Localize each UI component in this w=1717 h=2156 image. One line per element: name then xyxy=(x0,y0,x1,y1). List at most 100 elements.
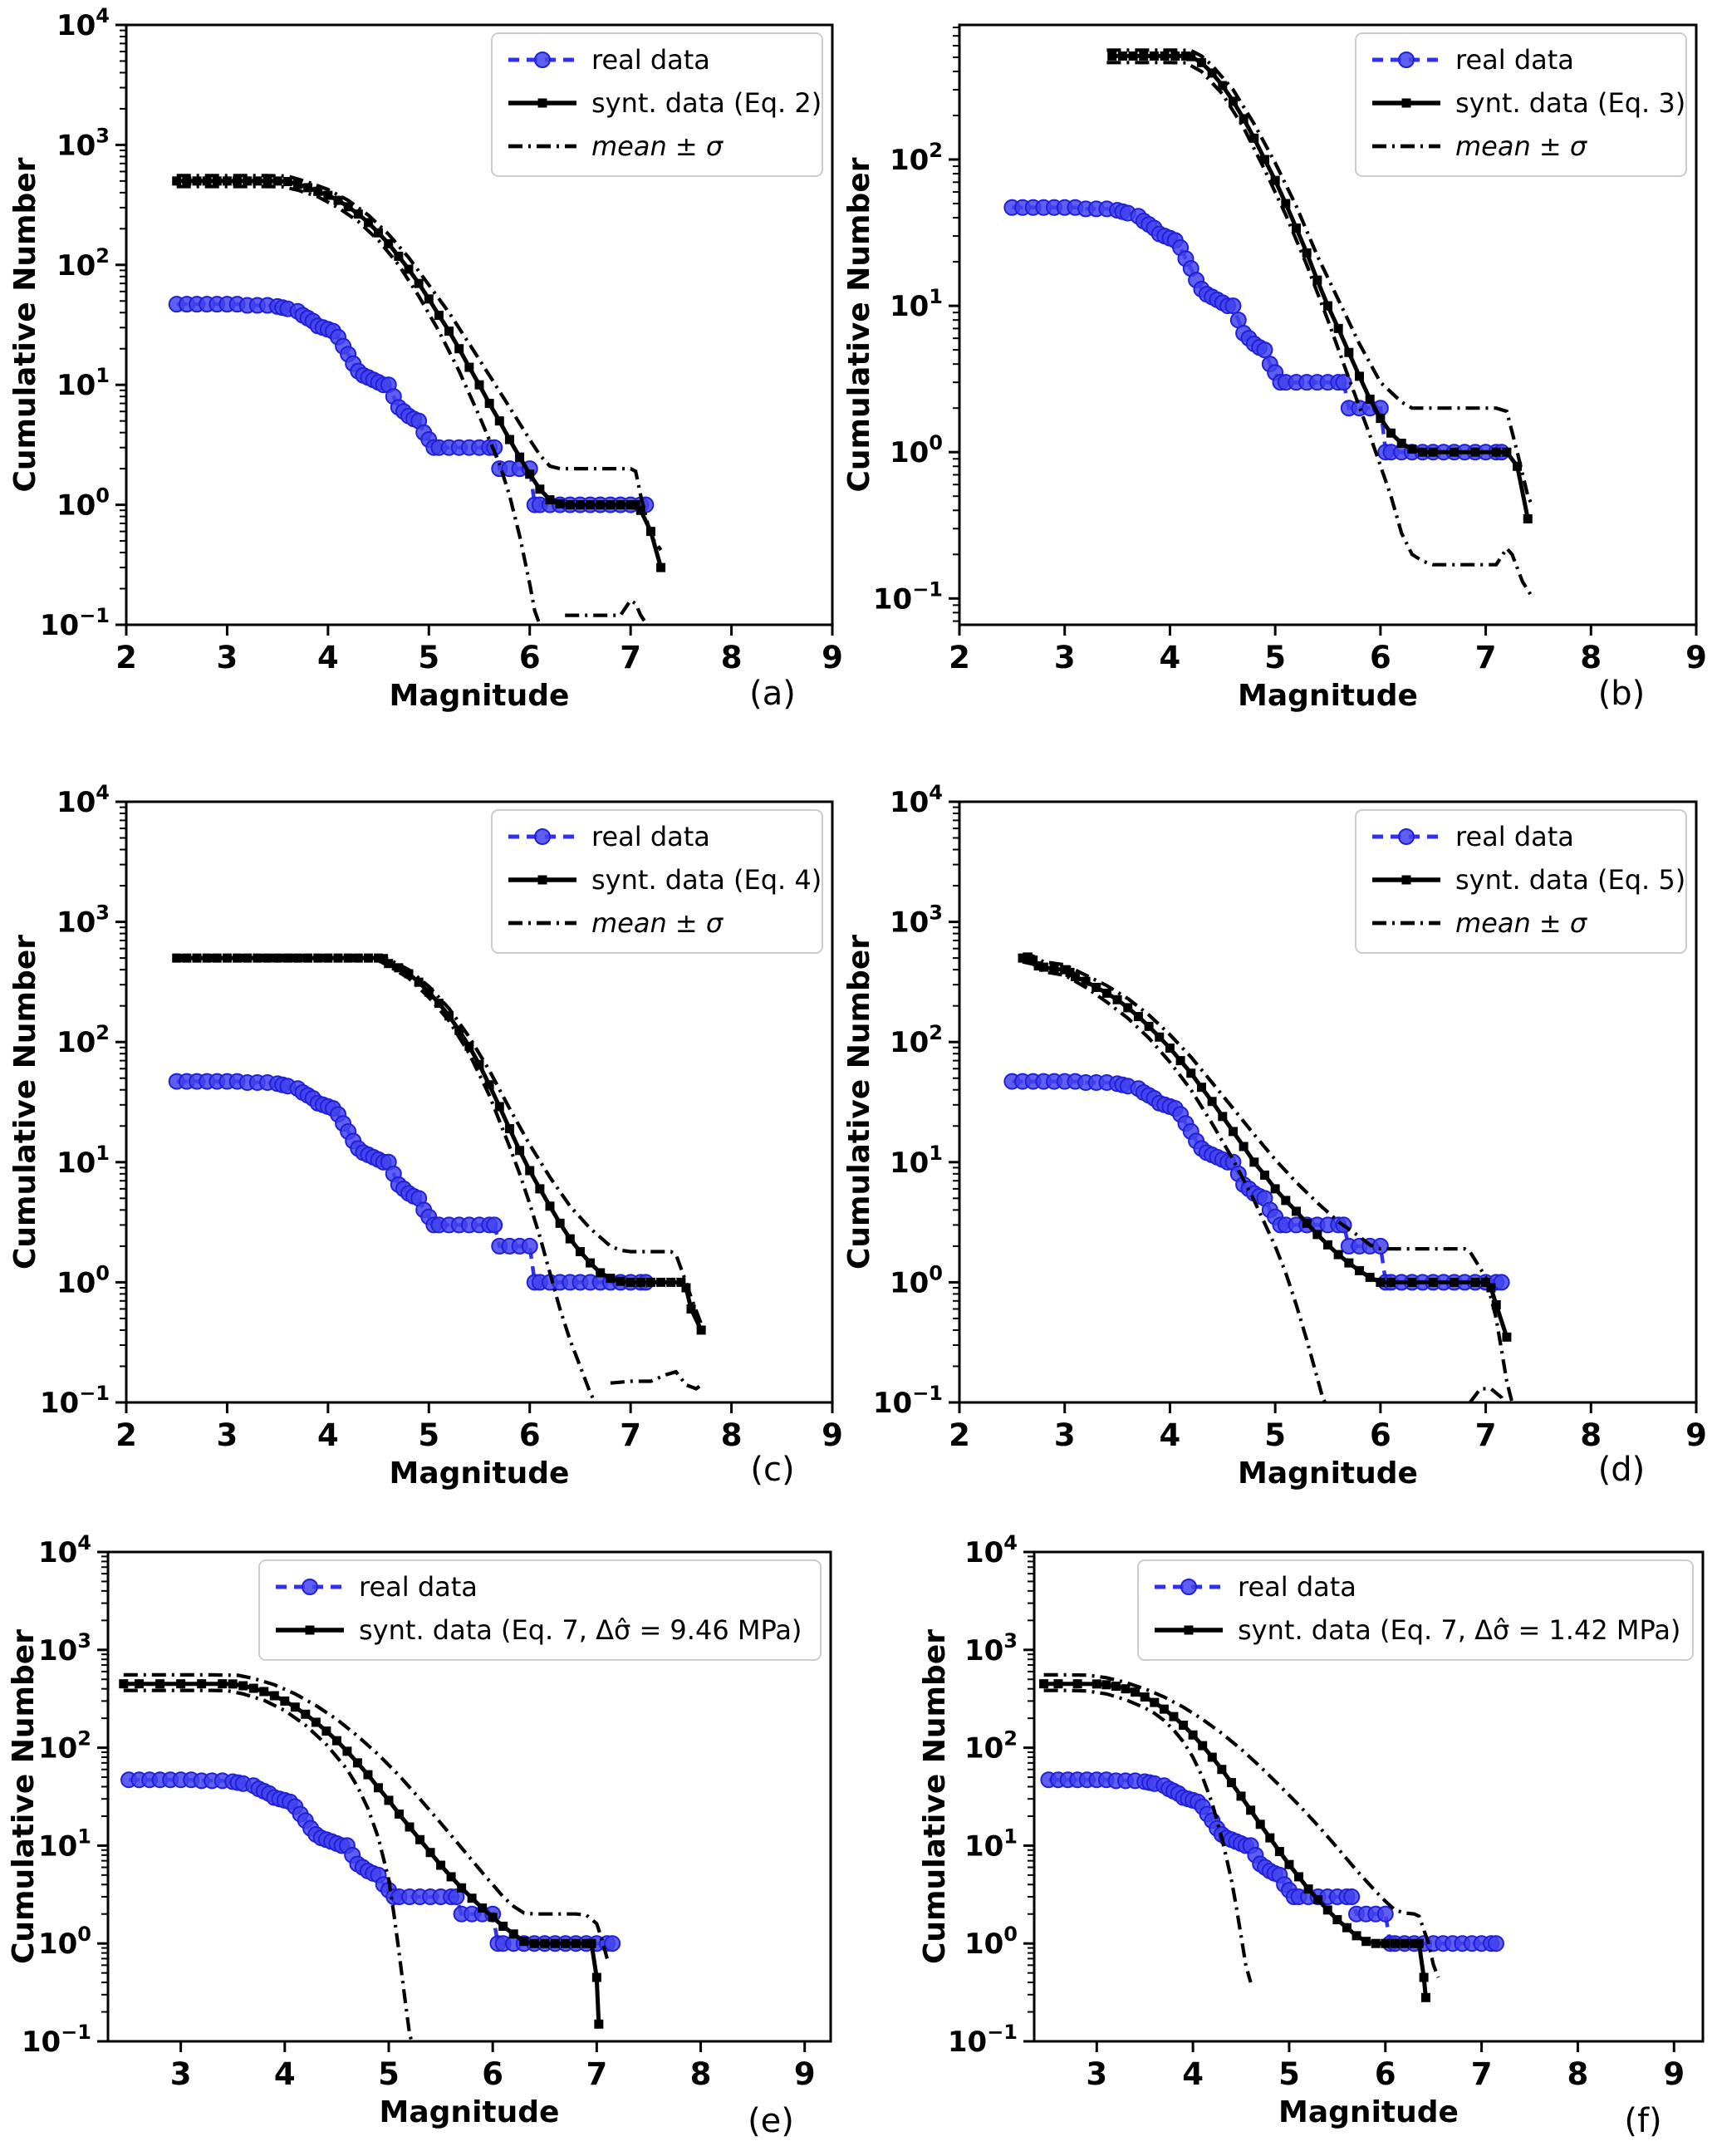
synt-data-marker xyxy=(635,505,645,515)
synt-data-marker xyxy=(1410,1938,1420,1948)
panel-caption: (f) xyxy=(1624,2102,1661,2140)
legend-marker-real xyxy=(1180,1579,1197,1595)
y-tick-label: 103 xyxy=(890,901,943,940)
y-tick-label: 100 xyxy=(964,1923,1018,1961)
synt-data-marker xyxy=(1160,51,1170,61)
synt-data-marker xyxy=(182,953,192,963)
y-tick-label: 103 xyxy=(964,1629,1018,1667)
panel-e: 10−1 100 101 102 103 104 3 4 5 6 7 8 9 Magnitude Cumul… xyxy=(7,1531,832,2140)
synt-data-marker xyxy=(586,1938,596,1948)
synt-data-marker xyxy=(238,1681,248,1691)
synt-data-marker xyxy=(1270,1184,1280,1194)
y-axis-title: Cumulative Number xyxy=(8,935,42,1270)
synt-data-marker xyxy=(212,176,222,186)
synt-data-marker xyxy=(1342,1923,1352,1933)
synt-data-marker xyxy=(1381,1938,1391,1948)
synt-data-marker xyxy=(353,953,363,963)
synt-data-marker xyxy=(313,186,323,196)
series-group xyxy=(168,953,706,1403)
synt-data-marker xyxy=(1400,1938,1410,1948)
x-tick-label: 4 xyxy=(317,1417,339,1453)
synt-data-marker xyxy=(1028,955,1038,965)
mean-minus-sigma-line xyxy=(176,184,542,626)
y-tick-label: 102 xyxy=(56,1021,110,1059)
y-tick-label: 102 xyxy=(56,244,110,282)
synt-data-marker xyxy=(457,1883,467,1893)
series-group xyxy=(168,174,666,626)
synt-data-marker xyxy=(464,1041,474,1051)
real-data-marker xyxy=(604,1935,621,1952)
synt-data-marker xyxy=(1217,1765,1227,1775)
legend-marker-synt xyxy=(1184,1625,1194,1635)
synt-data-marker xyxy=(444,1011,454,1021)
panel-a: 10−1 100 101 102 103 104 2 3 4 5 6 7 8 9 Magnitude Cumu… xyxy=(8,4,843,713)
synt-data-line xyxy=(123,1682,601,2025)
y-tick-label: 100 xyxy=(890,431,943,469)
legend-marker-synt xyxy=(537,875,547,885)
synt-data-marker xyxy=(342,1746,352,1756)
mean-plus-sigma-line xyxy=(1043,1672,1440,1978)
synt-data-marker xyxy=(1218,81,1228,91)
synt-data-marker xyxy=(282,953,292,963)
panel-c: 10−1 100 101 102 103 104 2 3 4 5 6 7 8 9 Magnitude Cumu… xyxy=(8,781,843,1491)
synt-data-marker xyxy=(478,1903,488,1913)
synt-data-marker xyxy=(1228,1127,1238,1137)
synt-data-marker xyxy=(545,1201,555,1211)
synt-data-marker xyxy=(248,1683,258,1693)
x-tick-label: 3 xyxy=(1054,1417,1076,1453)
synt-data-marker xyxy=(1226,1778,1236,1788)
synt-data-marker xyxy=(1038,962,1048,972)
legend-label: real data xyxy=(1238,1571,1356,1603)
synt-data-marker xyxy=(1294,1872,1304,1882)
x-tick-label: 3 xyxy=(217,640,238,675)
series-group xyxy=(1039,1672,1504,2002)
synt-data-marker xyxy=(1049,964,1059,974)
legend-label: mean ± σ xyxy=(591,907,724,939)
legend-label: synt. data (Eq. 3) xyxy=(1455,87,1685,119)
synt-data-marker xyxy=(323,953,333,963)
synt-data-marker xyxy=(353,209,363,219)
synt-data-marker xyxy=(1428,447,1438,457)
synt-data-marker xyxy=(565,500,575,510)
y-tick-label: 103 xyxy=(56,901,110,940)
synt-data-marker xyxy=(343,953,353,963)
synt-data-marker xyxy=(414,977,424,987)
synt-data-marker xyxy=(464,362,474,372)
synt-data-marker xyxy=(218,1679,228,1689)
synt-data-marker xyxy=(1249,133,1259,143)
x-tick-label: 8 xyxy=(1580,1417,1602,1453)
synt-data-marker xyxy=(586,500,596,510)
synt-data-marker xyxy=(1018,953,1028,963)
synt-data-marker xyxy=(484,1080,494,1090)
y-tick-label: 101 xyxy=(56,1142,110,1180)
synt-data-marker xyxy=(1420,1992,1430,2002)
synt-data-marker xyxy=(1333,1250,1343,1260)
x-tick-label: 7 xyxy=(620,640,641,675)
synt-data-marker xyxy=(1312,1230,1322,1240)
synt-data-marker xyxy=(363,953,373,963)
synt-data-marker xyxy=(192,953,202,963)
synt-data-marker xyxy=(1386,428,1396,438)
x-tick-label: 7 xyxy=(1475,640,1497,675)
synt-data-marker xyxy=(1092,982,1101,992)
synt-data-marker xyxy=(311,1717,321,1727)
legend-marker-real xyxy=(534,52,551,68)
synt-data-marker xyxy=(1180,51,1190,61)
synt-data-marker xyxy=(444,327,454,336)
synt-data-marker xyxy=(333,195,343,205)
synt-data-marker xyxy=(1302,248,1312,258)
axes-frame xyxy=(125,800,834,1404)
synt-data-marker xyxy=(1418,447,1428,457)
synt-data-marker xyxy=(1323,301,1332,311)
panel-d: 10−1 100 101 102 103 104 2 3 4 5 6 7 8 9 Magnitude Cumu… xyxy=(842,781,1707,1491)
x-tick-label: 9 xyxy=(1663,2056,1685,2092)
axes-frame xyxy=(958,23,1698,626)
x-axis-title: Magnitude xyxy=(390,1456,570,1491)
synt-data-marker xyxy=(1486,1283,1496,1293)
synt-data-marker xyxy=(1376,414,1386,424)
synt-data-marker xyxy=(1361,1937,1371,1947)
synt-data-marker xyxy=(555,498,565,508)
synt-data-marker xyxy=(498,1921,508,1931)
synt-data-marker xyxy=(228,1679,238,1689)
